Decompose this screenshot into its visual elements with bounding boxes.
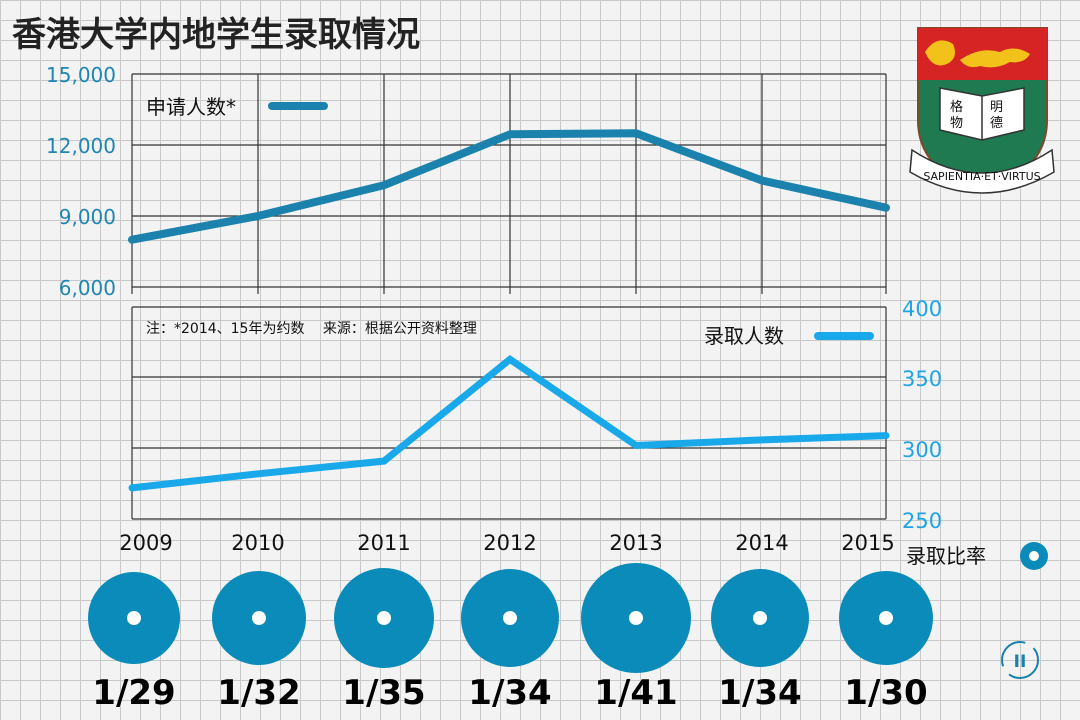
top-yticks: 15,000 12,000 9,000 6,000: [46, 63, 116, 300]
ratio-label: 1/29: [92, 673, 175, 713]
ratio-legend-marker-hole: [1029, 551, 1039, 561]
ratio-circle-hole: [879, 611, 893, 625]
x-axis: 2009 2010 2011 2012 2013 2014 2015: [119, 531, 894, 555]
xtick-label: 2013: [609, 531, 662, 555]
ratio-circle-hole: [503, 611, 517, 625]
bottom-panel: 400 350 300 250 注：*2014、15年为约数 来源：根据公开资料…: [128, 297, 942, 533]
ytick-label-bottom: 250: [902, 509, 942, 533]
ytick-label-bottom: 400: [902, 297, 942, 321]
ytick-label-bottom: 350: [902, 367, 942, 391]
xtick-label: 2009: [119, 531, 172, 555]
svg-text:II: II: [1014, 652, 1027, 672]
ratio-label: 1/35: [342, 673, 425, 713]
ratio-legend-label: 录取比率: [906, 544, 986, 568]
admitted-line: [128, 354, 890, 492]
chart-title: 香港大学内地学生录取情况: [12, 15, 420, 55]
ratio-circle-hole: [127, 611, 141, 625]
ytick-label-bottom: 300: [902, 438, 942, 462]
top-panel: 15,000 12,000 9,000 6,000 申请人数*: [46, 63, 890, 300]
svg-text:格: 格: [950, 99, 963, 115]
source-note: 注：*2014、15年为约数 来源：根据公开资料整理: [146, 321, 477, 337]
bottom-gridlines: [131, 306, 887, 520]
legend-applicants-label: 申请人数*: [146, 95, 236, 119]
ratio-label: 1/41: [594, 673, 677, 713]
ytick-label-top: 15,000: [46, 63, 116, 87]
legend-admitted-label: 录取人数: [704, 324, 784, 348]
ratio-circle-hole: [753, 611, 767, 625]
ratio-circle-hole: [252, 611, 266, 625]
xtick-label: 2014: [735, 531, 788, 555]
xtick-label: 2012: [483, 531, 536, 555]
bottom-yticks: 400 350 300 250: [902, 297, 942, 533]
svg-text:明: 明: [990, 100, 1003, 115]
ratio-circle-hole: [377, 611, 391, 625]
ratio-circle-hole: [629, 611, 643, 625]
ratio-label: 1/32: [217, 673, 300, 713]
svg-text:SAPIENTIA·ET·VIRTUS: SAPIENTIA·ET·VIRTUS: [923, 170, 1040, 183]
applicants-line: [128, 129, 890, 244]
xtick-label: 2011: [357, 531, 410, 555]
ratio-labels: 1/29 1/32 1/35 1/34 1/41 1/34 1/30: [92, 673, 927, 713]
ytick-label-top: 12,000: [46, 134, 116, 158]
hku-crest-logo: 格 物 明 德 SAPIENTIA·ET·VIRTUS: [909, 27, 1055, 194]
svg-text:物: 物: [950, 116, 963, 131]
ytick-label-top: 9,000: [59, 205, 116, 229]
legend-admitted: 录取人数: [704, 324, 874, 348]
ratio-legend: 录取比率: [906, 542, 1048, 570]
ratio-label: 1/34: [468, 673, 551, 713]
ratio-circles: [88, 563, 933, 673]
publisher-logo: II: [1001, 641, 1039, 679]
ytick-label-top: 6,000: [59, 276, 116, 300]
legend-applicants: 申请人数*: [146, 95, 328, 119]
xtick-label: 2015: [841, 531, 894, 555]
xtick-label: 2010: [231, 531, 284, 555]
ratio-label: 1/34: [718, 673, 801, 713]
ratio-label: 1/30: [844, 673, 927, 713]
svg-text:德: 德: [990, 116, 1003, 131]
